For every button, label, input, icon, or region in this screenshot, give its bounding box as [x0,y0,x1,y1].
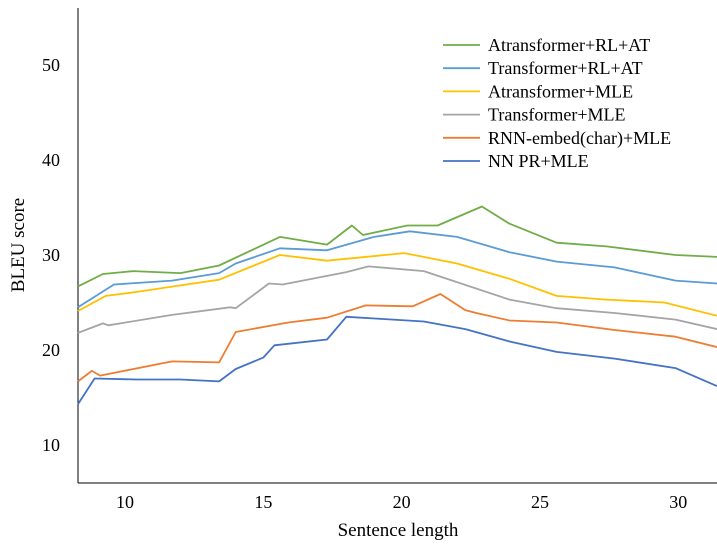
y-tick-label: 30 [42,245,60,265]
series-line [77,293,717,383]
y-tick-label: 20 [42,340,60,360]
series-line [77,315,717,405]
legend-entry-label: RNN-embed(char)+MLE [488,128,671,149]
series-line [77,252,717,317]
y-tick-label: 40 [42,150,60,170]
y-tick-label: 10 [42,435,60,455]
legend-entry-label: Transformer+MLE [488,105,625,125]
series-line [77,205,717,288]
x-axis-title: Sentence length [338,520,459,541]
legend-entry-label: Transformer+RL+AT [488,58,643,78]
x-tick-label: 10 [116,492,134,512]
x-tick-label: 25 [531,492,549,512]
y-axis-title: BLEU score [8,198,29,292]
x-tick-labels: 10 15 20 25 30 [116,492,687,512]
y-tick-label: 50 [42,55,60,75]
legend-entry-label: NN PR+MLE [488,151,589,171]
chart-axes [77,8,717,484]
y-tick-labels: 10 20 30 40 50 [42,55,60,455]
x-tick-label: 20 [393,492,411,512]
series-lines [77,205,717,405]
legend-entry-label: Atransformer+MLE [488,81,633,101]
legend-entry-label: Atransformer+RL+AT [488,35,650,55]
legend: Atransformer+RL+AT Transformer+RL+AT Atran… [443,35,671,171]
x-tick-label: 15 [254,492,272,512]
series-line [77,230,717,309]
x-tick-label: 30 [669,492,687,512]
series-line [77,265,717,334]
